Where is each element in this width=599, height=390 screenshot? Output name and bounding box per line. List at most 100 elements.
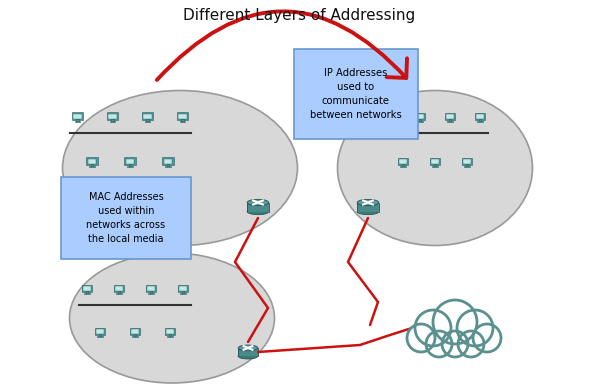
Bar [432, 166, 438, 167]
Bar [466, 164, 468, 166]
Bar [447, 121, 453, 122]
Bar [167, 164, 169, 166]
Bar [357, 202, 379, 211]
Bar [476, 114, 484, 119]
Ellipse shape [69, 253, 274, 383]
Bar [385, 113, 395, 120]
Bar [143, 114, 152, 119]
Ellipse shape [238, 353, 258, 359]
Bar [164, 159, 173, 164]
Bar [180, 121, 186, 122]
Bar [91, 164, 93, 166]
Bar [400, 166, 406, 167]
Bar [389, 119, 391, 121]
Bar [165, 166, 171, 167]
Bar [387, 121, 393, 122]
Bar [434, 164, 436, 166]
Ellipse shape [247, 208, 269, 215]
Circle shape [442, 331, 468, 357]
Bar [129, 164, 131, 166]
Bar [147, 286, 155, 291]
Bar [417, 121, 423, 122]
Ellipse shape [238, 345, 258, 351]
Bar [179, 286, 187, 291]
Bar [178, 285, 188, 292]
Ellipse shape [247, 199, 269, 206]
Bar [464, 166, 470, 167]
FancyBboxPatch shape [61, 177, 191, 259]
Bar [110, 121, 116, 122]
Bar [134, 334, 136, 336]
Bar [97, 336, 103, 337]
Bar [402, 164, 404, 166]
Bar [148, 293, 154, 294]
Bar [142, 112, 153, 120]
Bar [445, 113, 455, 120]
Bar [167, 336, 173, 337]
Bar [147, 119, 149, 121]
Text: MAC Addresses
used within
networks across
the local media: MAC Addresses used within networks acros… [86, 192, 165, 244]
Bar [96, 329, 104, 334]
Bar [477, 121, 483, 122]
Text: IP Addresses
used to
communicate
between networks: IP Addresses used to communicate between… [310, 68, 402, 120]
Bar [179, 114, 187, 119]
Bar [462, 158, 472, 165]
Circle shape [473, 324, 501, 352]
FancyArrowPatch shape [157, 11, 407, 80]
Bar [419, 119, 421, 121]
Bar [247, 202, 269, 211]
Bar [131, 329, 139, 334]
FancyBboxPatch shape [294, 49, 418, 139]
Bar [108, 114, 117, 119]
Bar [89, 166, 95, 167]
Bar [127, 166, 133, 167]
Circle shape [458, 331, 484, 357]
Bar [238, 348, 258, 356]
Bar [416, 114, 424, 119]
Ellipse shape [357, 199, 379, 206]
Bar [84, 293, 90, 294]
Bar [86, 158, 98, 165]
Bar [95, 328, 105, 335]
Bar [72, 112, 83, 120]
Bar [115, 286, 123, 291]
Bar [162, 158, 174, 165]
Bar [431, 159, 439, 164]
Bar [77, 119, 78, 121]
Bar [479, 119, 481, 121]
Bar [150, 291, 152, 293]
Bar [114, 285, 124, 292]
Text: Different Layers of Addressing: Different Layers of Addressing [183, 8, 415, 23]
Bar [146, 285, 156, 292]
Bar [177, 112, 188, 120]
Bar [83, 286, 91, 291]
Bar [86, 291, 88, 293]
Bar [449, 119, 451, 121]
Bar [165, 328, 175, 335]
Bar [181, 119, 183, 121]
Bar [118, 291, 120, 293]
Bar [107, 112, 118, 120]
Ellipse shape [357, 208, 379, 215]
Circle shape [407, 324, 435, 352]
Bar [169, 334, 171, 336]
Bar [74, 121, 80, 122]
Circle shape [415, 310, 451, 346]
Bar [82, 285, 92, 292]
Bar [180, 293, 186, 294]
Bar [116, 293, 122, 294]
Bar [475, 113, 485, 120]
Bar [73, 114, 81, 119]
Circle shape [457, 310, 493, 346]
Bar [446, 114, 454, 119]
Bar [111, 119, 114, 121]
Bar [398, 158, 408, 165]
Bar [125, 158, 135, 165]
Bar [415, 113, 425, 120]
Bar [386, 114, 394, 119]
Ellipse shape [62, 90, 298, 245]
Bar [99, 334, 101, 336]
Bar [126, 159, 134, 164]
Bar [130, 328, 140, 335]
Circle shape [426, 331, 452, 357]
